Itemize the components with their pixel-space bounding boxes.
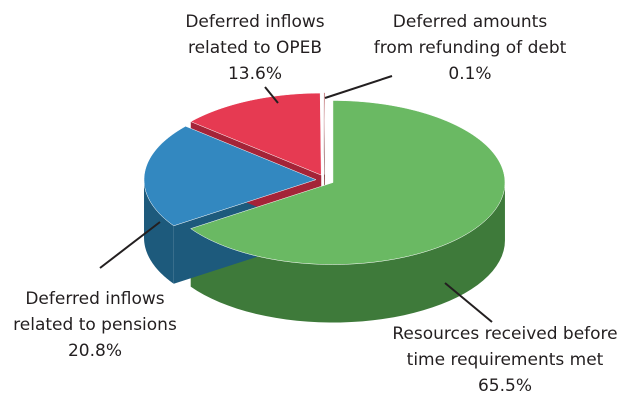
labels: Resources received before time requiremen… [13,12,617,396]
category-label: Deferred inflows [185,12,324,32]
category-label: time requirements met [407,350,604,370]
value-label: 13.6% [228,64,282,84]
value-label: 65.5% [478,376,532,396]
slice [143,125,317,227]
category-label: Deferred amounts [393,12,548,32]
category-label: related to OPEB [188,38,322,58]
leader-line [444,282,493,323]
slice [190,100,506,265]
slice [323,92,326,175]
category-label: Deferred inflows [25,289,164,309]
slice-side [190,182,505,323]
category-label: from refunding of debt [374,38,567,58]
leader-line [324,75,393,99]
leader-line [264,86,279,104]
value-label: 20.8% [68,341,122,361]
value-label: 0.1% [448,64,491,84]
category-label: Resources received before [392,324,617,344]
category-label: related to pensions [13,315,177,335]
slice-tops [143,92,506,265]
slice-side [144,179,174,284]
leader-line [99,221,161,269]
slice [190,92,322,176]
